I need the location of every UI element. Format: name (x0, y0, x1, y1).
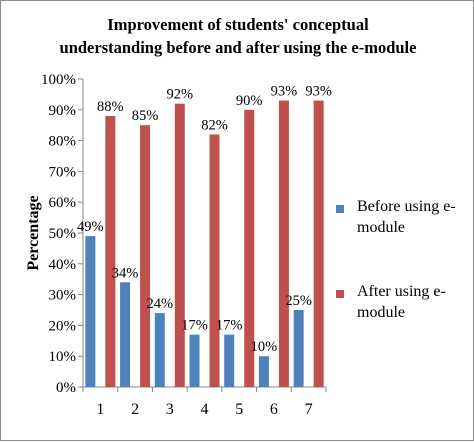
data-label-before: 17% (216, 318, 243, 334)
x-tick-label: 3 (166, 401, 174, 418)
chart-title-line-1: Improvement of students' conceptual (107, 15, 369, 34)
bar-after (174, 103, 185, 387)
y-tick-label: 0% (56, 380, 76, 396)
legend-label-before-line-2: module (357, 219, 405, 236)
bar-after (140, 125, 151, 387)
bar-after (313, 100, 324, 387)
y-tick-label: 50% (49, 226, 77, 242)
y-tick-label: 80% (49, 134, 77, 150)
legend-label-after-line-1: After using e- (357, 283, 446, 300)
data-label-after: 88% (97, 99, 124, 115)
bar-before (85, 236, 96, 387)
y-tick-label: 60% (49, 195, 77, 211)
chart-title-line-2: understanding before and after using the… (60, 38, 417, 57)
bar-after (244, 109, 255, 388)
data-label-after: 82% (201, 117, 228, 133)
bar-before (258, 356, 269, 387)
y-tick-label: 20% (49, 318, 77, 334)
data-label-after: 85% (132, 108, 159, 124)
data-label-after: 93% (271, 84, 298, 100)
data-label-before: 25% (285, 293, 312, 309)
x-axis-ticks: 1 2 3 4 5 6 7 (82, 387, 327, 418)
x-tick-label: 2 (131, 401, 139, 418)
data-label-before: 24% (146, 296, 173, 312)
legend-swatch-before (336, 205, 344, 213)
bar-after (105, 115, 116, 388)
chart-title: Improvement of students' conceptual unde… (60, 15, 417, 57)
y-axis-ticks: 0% 10% 20% 30% 40% 50% 60% 70% 80% 90% 100% (41, 72, 83, 396)
legend-label-after-line-2: module (357, 304, 405, 321)
bar-before (224, 334, 235, 387)
y-tick-label: 10% (49, 349, 77, 365)
data-label-before: 17% (181, 318, 208, 334)
legend-label-before-line-1: Before using e- (357, 198, 456, 215)
x-tick-label: 1 (96, 401, 104, 418)
x-tick-label: 4 (201, 401, 209, 418)
bar-before (189, 334, 200, 387)
data-label-before: 34% (112, 265, 139, 281)
y-tick-label: 100% (41, 72, 76, 88)
data-label-after: 90% (236, 93, 263, 109)
data-label-after: 92% (166, 87, 193, 103)
x-tick-label: 6 (270, 401, 278, 418)
y-tick-label: 90% (49, 103, 77, 119)
y-axis-label: Percentage (25, 195, 42, 270)
bar-before (120, 282, 131, 387)
y-tick-label: 70% (49, 164, 77, 180)
x-tick-label: 7 (305, 401, 313, 418)
y-tick-label: 40% (49, 257, 77, 273)
data-label-before: 10% (251, 339, 278, 355)
bar-after (209, 134, 220, 387)
data-labels: 49% 88% 34% 85% 24% 92% 17% 82% 17% 90% 10% 93% 25% 9… (77, 84, 332, 356)
data-label-after: 93% (305, 84, 332, 100)
bar-before (154, 313, 165, 387)
data-label-before: 49% (77, 219, 104, 235)
bars (85, 100, 324, 388)
legend-swatch-after (336, 290, 344, 298)
bar-before (293, 310, 304, 387)
x-tick-label: 5 (235, 401, 243, 418)
bar-after (278, 100, 289, 387)
legend: Before using e- module After using e- mo… (336, 198, 456, 321)
y-tick-label: 30% (49, 288, 77, 304)
